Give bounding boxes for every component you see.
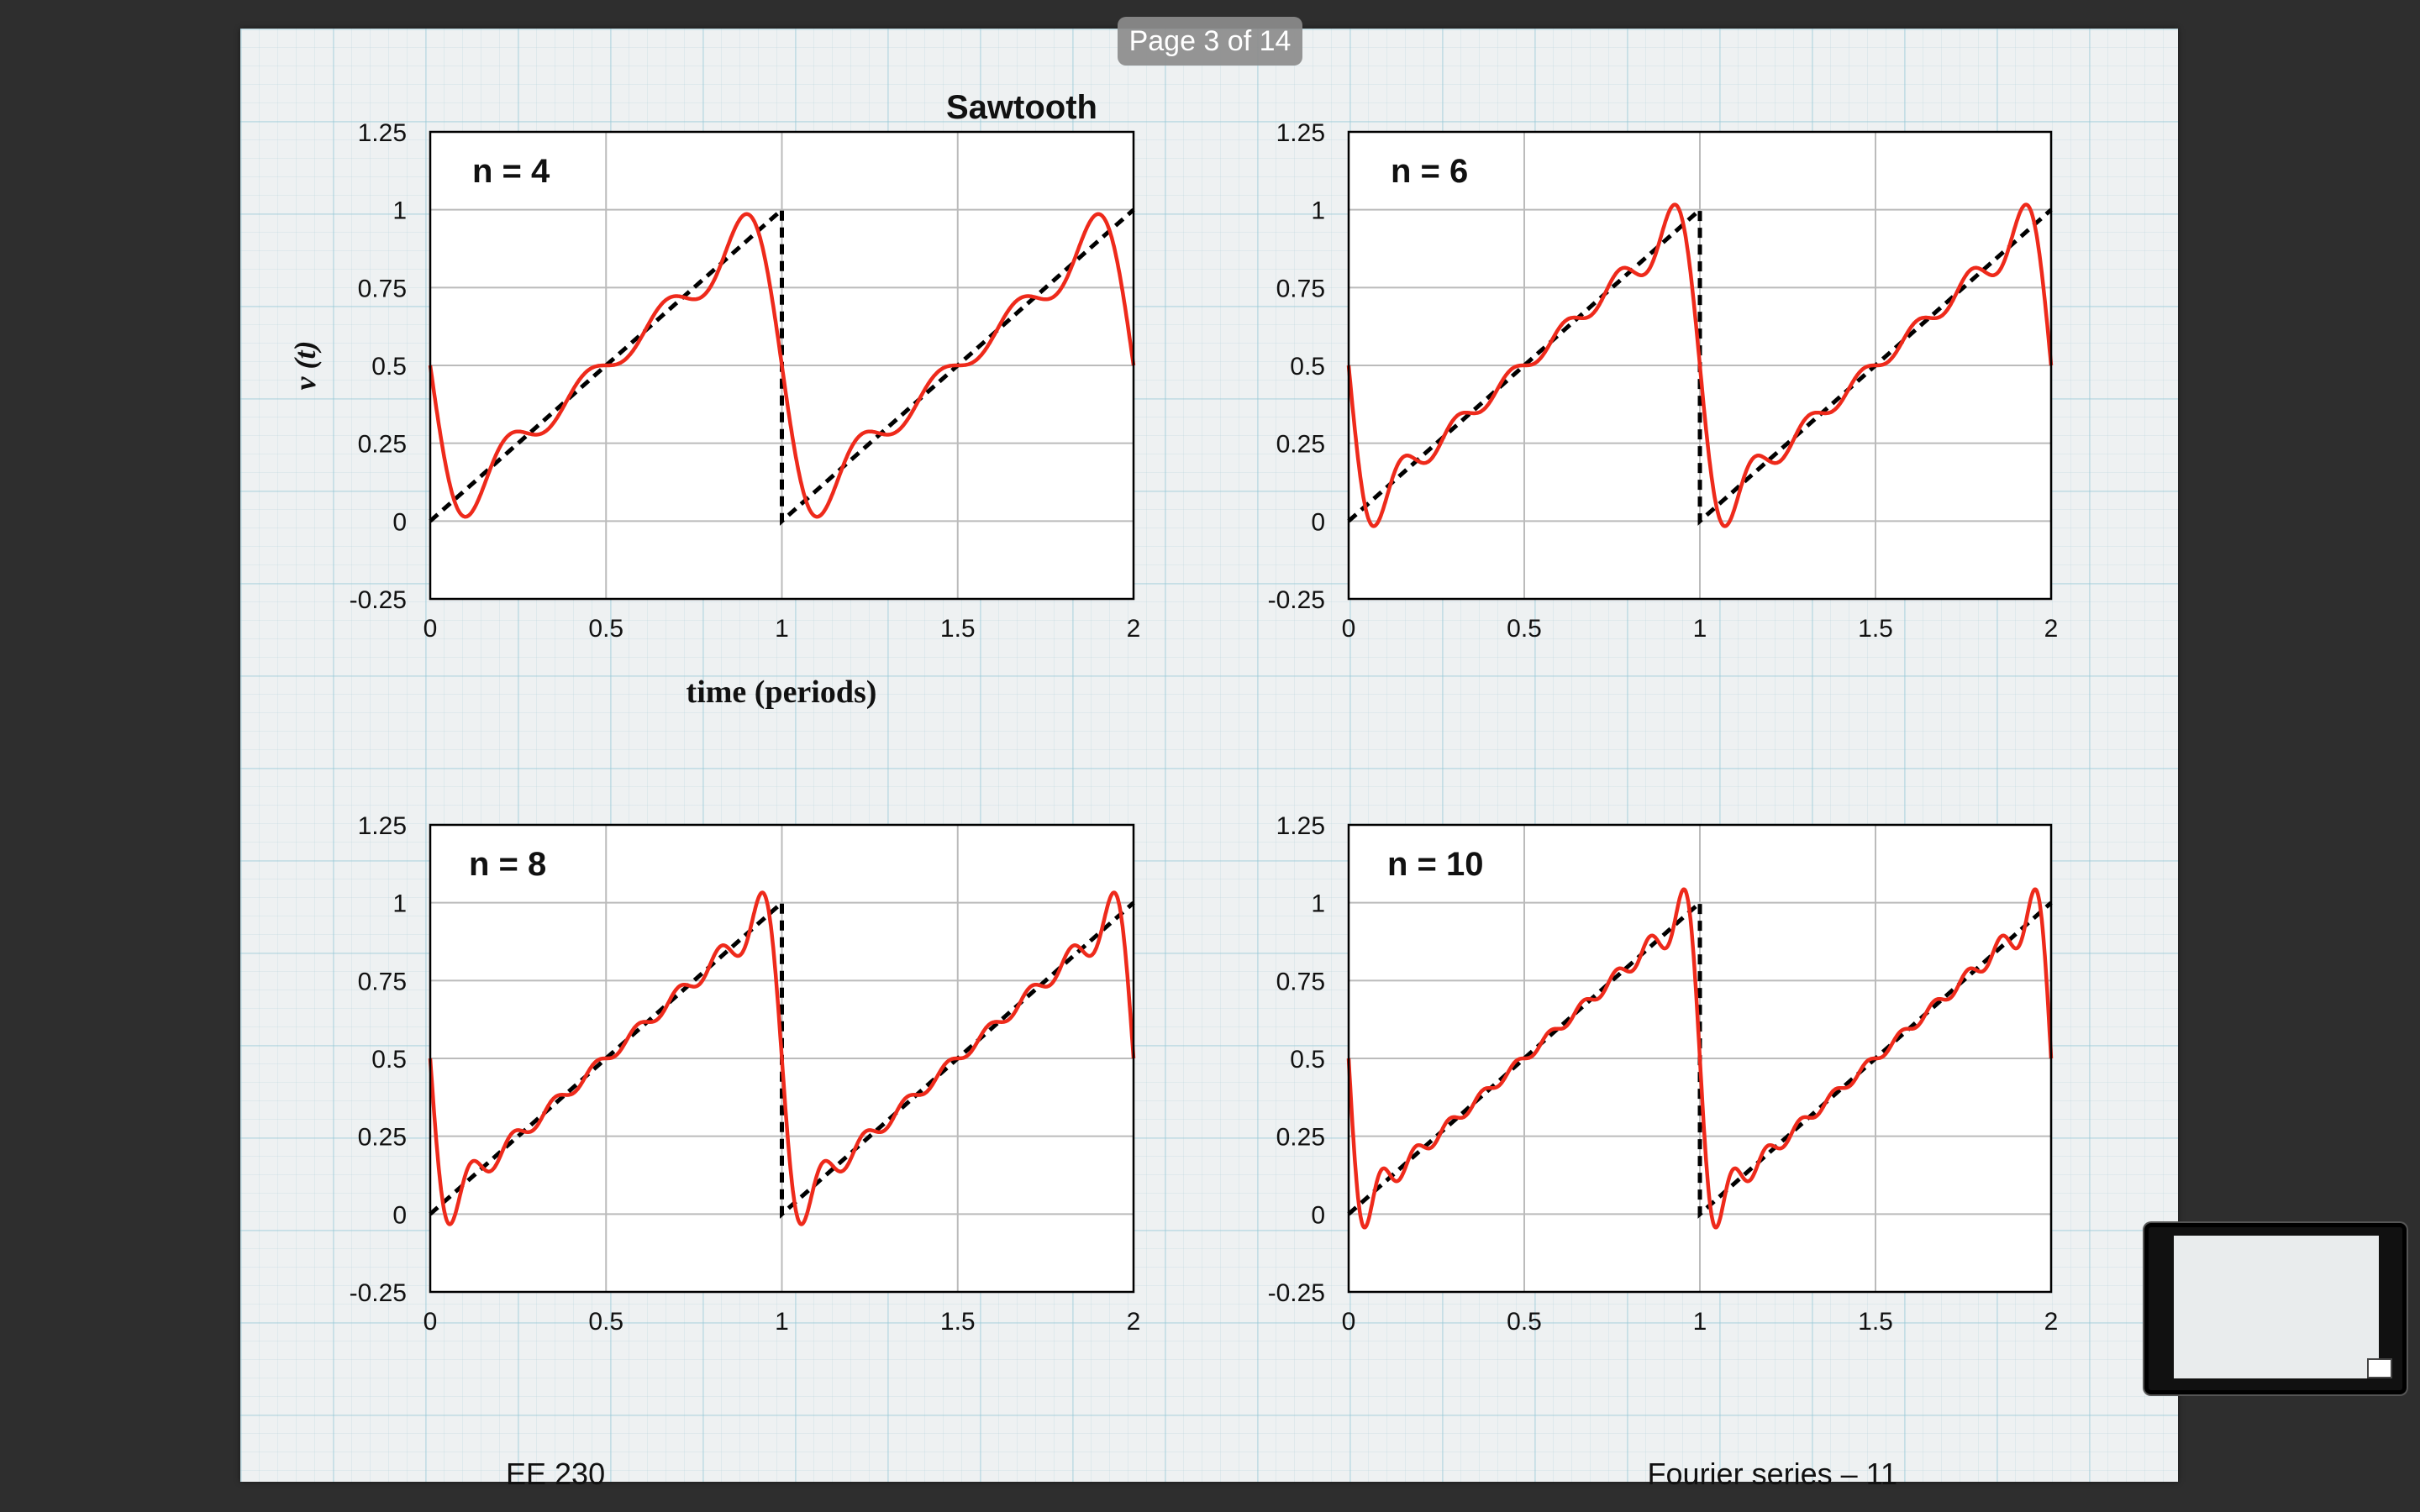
x-tick-label: 2 (2044, 615, 2059, 643)
x-tick-label: 2 (2044, 1308, 2059, 1336)
y-tick-label: 0 (1311, 508, 1325, 536)
x-tick-label: 1.5 (1858, 615, 1893, 643)
y-tick-label: 0 (1311, 1201, 1325, 1229)
slide-title: Sawtooth (946, 89, 1097, 126)
x-tick-label: 2 (1127, 615, 1141, 643)
y-tick-label: 1.25 (1276, 812, 1325, 840)
fourier-approximation-line (1346, 887, 2054, 1230)
y-tick-label: 0.5 (1290, 353, 1325, 381)
x-tick-label: 1 (775, 1308, 789, 1336)
chart-panel-2: 0 0.5 1 1.5 2 -0.25 0 0.25 0.5 0.75 1 1.25 n = 6 (1268, 119, 2059, 643)
x-tick-label: 2 (1127, 1308, 1141, 1336)
y-tick-label: 0.25 (1276, 431, 1325, 459)
x-tick-label: 0 (424, 615, 438, 643)
y-tick-label: -0.25 (1268, 1279, 1325, 1307)
x-tick-label: 0 (1342, 1308, 1356, 1336)
x-tick-label: 0.5 (588, 615, 623, 643)
y-tick-label: 1 (1311, 890, 1325, 918)
y-tick-label: 0.75 (358, 275, 407, 302)
y-tick-label: 0.25 (358, 431, 407, 459)
x-tick-label: 0.5 (588, 1308, 623, 1336)
x-tick-label: 0 (1342, 615, 1356, 643)
plot-frame (429, 130, 1135, 601)
y-tick-label: 0.5 (1290, 1046, 1325, 1074)
x-tick-label: 1.5 (940, 1308, 976, 1336)
page-indicator: Page 3 of 14 (1118, 17, 1302, 66)
thumbnail-viewport-handle[interactable] (2367, 1358, 2392, 1378)
y-tick-label: 0 (392, 508, 407, 536)
y-tick-label: 0.5 (371, 353, 407, 381)
plot-frame (429, 823, 1135, 1294)
chart-panel-4: 0 0.5 1 1.5 2 -0.25 0 0.25 0.5 0.75 1 1.25 n = 10 (1268, 812, 2059, 1336)
x-tick-label: 1.5 (1858, 1308, 1893, 1336)
y-tick-label: 0.75 (1276, 275, 1325, 302)
page-thumbnail-navigator[interactable] (2144, 1223, 2407, 1394)
y-tick-label: 1.25 (358, 119, 407, 147)
x-tick-label: 1 (1693, 615, 1707, 643)
y-tick-label: 0.75 (1276, 968, 1325, 995)
y-tick-label: 0.75 (358, 968, 407, 995)
y-tick-label: 0 (392, 1201, 407, 1229)
x-tick-label: 1 (1693, 1308, 1707, 1336)
x-axis-title: time (periods) (687, 675, 877, 710)
plot-frame (1347, 823, 2053, 1294)
fourier-approximation-line (428, 212, 1136, 519)
footer-page-label: Fourier series – 11 (1647, 1457, 1897, 1491)
plot-frame (1347, 130, 2053, 601)
y-tick-label: 1.25 (1276, 119, 1325, 147)
y-tick-label: -0.25 (350, 1279, 407, 1307)
y-tick-label: 0.5 (371, 1046, 407, 1074)
x-tick-label: 1 (775, 615, 789, 643)
y-tick-label: 1 (1311, 197, 1325, 225)
y-tick-label: -0.25 (1268, 586, 1325, 614)
y-axis-title: v (t) (288, 341, 322, 391)
panel-n-label: n = 10 (1387, 846, 1484, 883)
x-tick-label: 0 (424, 1308, 438, 1336)
y-tick-label: 0.25 (358, 1124, 407, 1152)
x-tick-label: 0.5 (1507, 1308, 1542, 1336)
panel-n-label: n = 6 (1391, 153, 1468, 190)
x-tick-label: 1.5 (940, 615, 976, 643)
y-tick-label: 1.25 (358, 812, 407, 840)
footer-course-label: EE 230 (506, 1457, 606, 1491)
x-tick-label: 0.5 (1507, 615, 1542, 643)
chart-panel-3: 0 0.5 1 1.5 2 -0.25 0 0.25 0.5 0.75 1 1.25 n = 8 (350, 812, 1141, 1336)
fourier-approximation-line (428, 890, 1136, 1226)
y-tick-label: -0.25 (350, 586, 407, 614)
fourier-approximation-line (1346, 202, 2054, 528)
y-tick-label: 1 (392, 890, 407, 918)
panel-n-label: n = 4 (472, 153, 550, 190)
chart-panel-1: 0 0.5 1 1.5 2 -0.25 0 0.25 0.5 0.75 1 1.25 n = 4 time… (288, 119, 1140, 710)
y-tick-label: 1 (392, 197, 407, 225)
y-tick-label: 0.25 (1276, 1124, 1325, 1152)
panel-n-label: n = 8 (469, 846, 546, 883)
slide-thumbnail-icon[interactable] (2174, 1236, 2379, 1378)
